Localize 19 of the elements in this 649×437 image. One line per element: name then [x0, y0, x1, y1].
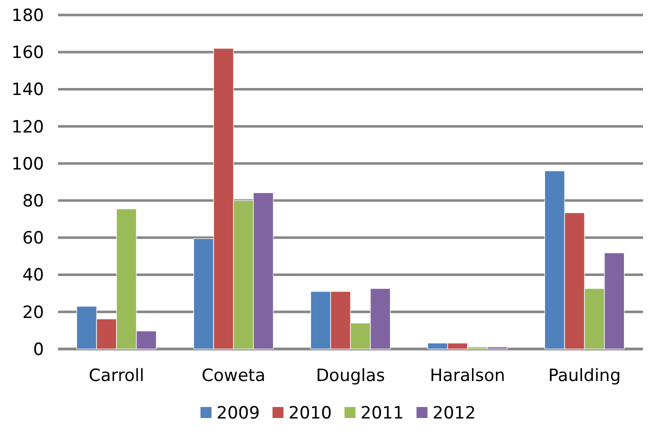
x-tick-label: Carroll	[88, 366, 144, 386]
legend-label: 2012	[432, 403, 476, 424]
y-tick-label: 60	[22, 228, 44, 249]
y-tick-label: 40	[22, 266, 44, 286]
y-tick-label: 0	[33, 340, 44, 360]
y-tick-label: 140	[12, 80, 44, 100]
legend-label: 2009	[216, 403, 260, 424]
y-tick-label: 160	[12, 43, 44, 64]
y-tick-label: 20	[22, 302, 44, 323]
x-tick-label: Haralson	[430, 366, 506, 386]
y-tick-label: 100	[12, 154, 44, 174]
x-tick-label: Paulding	[548, 366, 621, 386]
x-tick-label: Coweta	[202, 366, 266, 386]
y-tick-label: 80	[22, 192, 44, 212]
legend-label: 2011	[360, 403, 404, 424]
x-tick-label: Douglas	[316, 366, 386, 386]
y-tick-label: 120	[12, 117, 44, 138]
y-tick-label: 180	[12, 6, 44, 26]
legend-label: 2010	[288, 403, 332, 424]
